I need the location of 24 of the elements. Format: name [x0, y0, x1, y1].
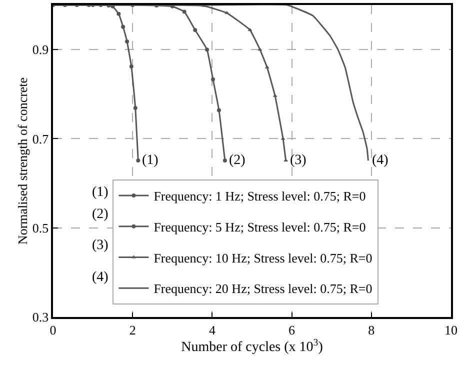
legend-label: Frequency: 20 Hz; Stress level: 0.75; R=0 — [154, 281, 372, 296]
annotation: (3) — [92, 238, 109, 253]
annotation: (4) — [92, 270, 109, 285]
x-tick-label: 0 — [50, 322, 56, 338]
x-tick-label: 4 — [208, 322, 216, 338]
x-tick-label: 8 — [368, 322, 375, 338]
y-tick-label: 0.3 — [32, 310, 49, 325]
legend-label: Frequency: 1 Hz; Stress level: 0.75; R=0 — [154, 188, 366, 204]
y-tick-label: 0.7 — [32, 131, 50, 146]
annotation: (2) — [229, 153, 246, 168]
x-tick-label: 10 — [444, 322, 458, 338]
legend-label: Frequency: 5 Hz; Stress level: 0.75; R=0 — [154, 219, 366, 234]
y-axis-title: Normalised strength of concrete — [14, 77, 30, 245]
annotation: (3) — [290, 153, 307, 168]
x-tick-label: 2 — [129, 322, 136, 338]
annotation: (4) — [372, 153, 389, 168]
x-axis-title: Number of cycles (x 10$^{3}$) — [181, 337, 324, 356]
annotation: (1) — [92, 185, 109, 200]
x-tick-label: 6 — [288, 322, 296, 338]
y-tick-label: 0.5 — [32, 220, 49, 236]
y-tick-label: 0.9 — [32, 42, 49, 58]
legend-label: Frequency: 10 Hz; Stress level: 0.75; R=0 — [154, 250, 372, 266]
annotation: (2) — [92, 207, 109, 222]
annotation: (1) — [142, 153, 159, 168]
